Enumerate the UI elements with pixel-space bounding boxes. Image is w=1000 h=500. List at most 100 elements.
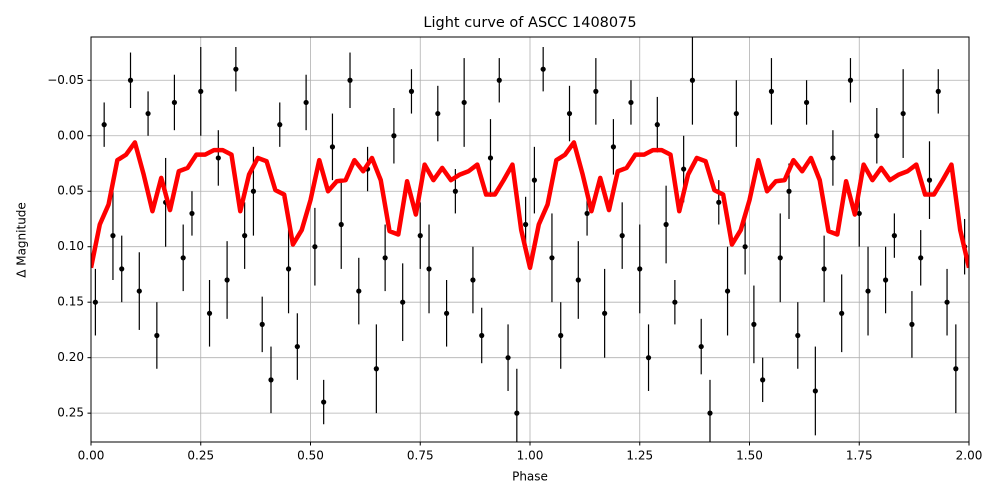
data-point	[505, 355, 511, 361]
data-point	[242, 233, 248, 239]
x-tick-label: 1.50	[736, 449, 763, 463]
x-axis-label: Phase	[512, 470, 548, 484]
data-point	[918, 255, 924, 261]
data-point	[382, 255, 388, 261]
data-point	[786, 188, 792, 194]
plot-frame	[90, 36, 970, 443]
data-point	[830, 155, 836, 161]
data-point	[312, 244, 318, 250]
data-point	[821, 266, 827, 272]
data-point	[233, 66, 239, 72]
data-point	[628, 99, 634, 106]
data-point	[417, 233, 423, 239]
y-tick-label: 0.15	[57, 295, 84, 309]
data-point	[909, 321, 915, 327]
x-tick-label: 0.75	[407, 449, 434, 463]
data-point	[435, 110, 441, 117]
x-tick-label: 2.00	[956, 449, 983, 463]
data-point	[724, 288, 731, 294]
data-point	[847, 77, 854, 83]
data-point	[531, 177, 537, 183]
data-point	[189, 210, 195, 217]
data-point	[215, 155, 221, 161]
y-tick-label: 0.10	[57, 239, 84, 253]
y-tick-label: 0.00	[57, 128, 84, 142]
data-point	[321, 399, 327, 405]
data-point	[672, 299, 678, 305]
x-tick-label: 1.00	[517, 449, 544, 463]
data-point	[777, 255, 783, 261]
data-point	[953, 366, 959, 372]
binned-curve	[91, 140, 969, 271]
data-point	[259, 321, 265, 327]
data-point	[645, 355, 652, 361]
data-point	[637, 266, 643, 272]
data-point	[891, 233, 897, 239]
data-point	[593, 88, 599, 94]
x-tick-label: 1.25	[626, 449, 653, 463]
data-point	[654, 122, 660, 128]
data-point	[400, 299, 406, 305]
data-point	[496, 77, 502, 83]
data-point	[391, 133, 397, 139]
data-point	[839, 310, 845, 316]
x-tick-label: 1.75	[846, 449, 873, 463]
data-point	[250, 188, 257, 194]
data-point	[540, 66, 546, 72]
data-point	[268, 377, 274, 383]
y-axis-label: Δ Magnitude	[15, 202, 29, 278]
data-point	[92, 299, 98, 305]
data-point	[119, 266, 125, 272]
data-point	[303, 99, 309, 106]
data-point	[689, 77, 696, 83]
data-point	[136, 288, 142, 294]
chart-title: Light curve of ASCC 1408075	[423, 15, 636, 31]
x-tick-label: 0.00	[78, 449, 105, 463]
data-point	[145, 110, 151, 117]
data-point	[663, 221, 669, 228]
data-point	[812, 388, 818, 394]
data-point	[180, 255, 186, 261]
data-point	[294, 343, 300, 350]
data-point	[452, 188, 458, 194]
data-point	[356, 288, 362, 294]
data-point	[347, 77, 353, 83]
data-point	[707, 410, 713, 416]
data-point	[426, 266, 432, 272]
y-tick-label: 0.05	[57, 184, 84, 198]
data-point	[514, 410, 520, 416]
data-point	[470, 277, 476, 283]
data-point	[944, 299, 950, 305]
data-point	[610, 144, 617, 150]
data-point	[373, 366, 379, 372]
data-point	[760, 377, 766, 383]
data-point	[558, 332, 564, 339]
data-point	[575, 277, 581, 283]
data-point	[619, 233, 625, 239]
data-point	[206, 310, 213, 316]
data-point	[277, 122, 283, 128]
data-point	[602, 310, 608, 316]
data-point	[566, 110, 573, 117]
data-point	[733, 110, 739, 117]
data-point	[935, 88, 941, 94]
data-point	[285, 266, 292, 272]
data-point	[874, 133, 880, 139]
data-point	[487, 155, 494, 161]
data-point	[549, 255, 555, 261]
data-point	[338, 221, 344, 228]
x-tick-label: 0.50	[297, 449, 324, 463]
data-point	[882, 277, 889, 283]
y-tick-label: −0.05	[47, 73, 84, 87]
data-point	[110, 233, 116, 239]
data-point	[584, 210, 590, 217]
data-point	[768, 88, 775, 94]
data-point	[329, 144, 336, 150]
data-point	[523, 221, 529, 228]
data-point	[198, 88, 204, 94]
y-tick-label: 0.20	[57, 350, 84, 364]
data-point	[803, 99, 810, 106]
data-point	[900, 110, 906, 117]
data-point	[795, 332, 801, 339]
